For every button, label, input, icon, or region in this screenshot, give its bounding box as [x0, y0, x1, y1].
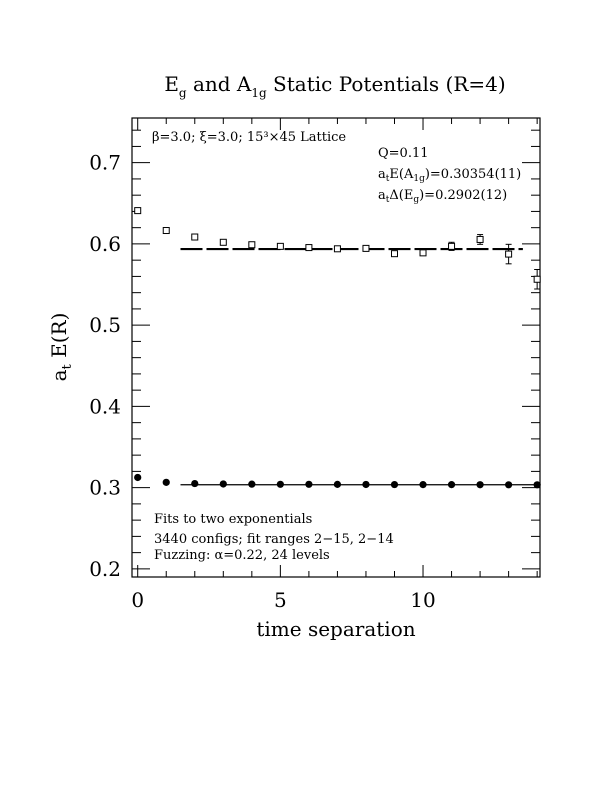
eg-point [505, 250, 513, 258]
x-tick-label: 10 [410, 588, 435, 612]
eg-point [248, 241, 256, 249]
data-points [134, 207, 541, 489]
eg-point [134, 207, 142, 215]
y-tick-label: 0.2 [89, 557, 121, 581]
lattice-annotation: β=3.0; ξ=3.0; 15³×45 Lattice [152, 130, 346, 145]
a1g-point [533, 481, 541, 489]
eg-point [162, 227, 170, 235]
eg-point [276, 242, 284, 250]
eg-point [419, 249, 427, 257]
a1g-energy-annotation: atE(A1g)=0.30354(11) [378, 167, 521, 184]
a1g-point [390, 480, 399, 489]
fits-annotation-line1: Fits to two exponentials [154, 512, 312, 527]
a1g-point [219, 480, 227, 488]
y-tick-label: 0.5 [89, 313, 121, 337]
y-axis-label: at E(R) [47, 313, 75, 382]
y-tick-label: 0.3 [89, 476, 121, 500]
a1g-point [191, 479, 199, 488]
a1g-point [276, 480, 284, 488]
q-annotation: Q=0.11 [378, 146, 429, 161]
a1g-point [134, 473, 142, 482]
eg-point [476, 235, 484, 243]
a1g-point [333, 480, 342, 488]
y-tick-label: 0.4 [89, 394, 121, 418]
a1g-point [362, 480, 370, 489]
axis-tick-labels: 0 5 10 0.2 0.3 0.4 0.5 0.6 0.7 [89, 151, 436, 612]
eg-point [333, 245, 341, 253]
a1g-point [419, 481, 427, 489]
fits-annotation-line3: Fuzzing: α=0.22, 24 levels [154, 548, 330, 563]
y-tick-label: 0.6 [89, 232, 121, 256]
eg-point [219, 238, 227, 246]
plot-frame [131, 117, 541, 578]
fits-annotation-line2: 3440 configs; fit ranges 2−15, 2−14 [154, 532, 394, 547]
eg-point [191, 233, 199, 241]
a1g-point [447, 481, 456, 489]
x-axis-label: time separation [256, 617, 415, 641]
axis-ticks [132, 118, 540, 577]
a1g-point [476, 481, 484, 489]
eg-point [362, 244, 370, 252]
chart-title: Eg and A1g Static Potentials (R=4) [164, 72, 505, 100]
y-tick-label: 0.7 [89, 151, 121, 175]
eg-point [448, 242, 456, 250]
a1g-point [305, 480, 313, 488]
eg-point [390, 250, 398, 258]
eg-gap-annotation: atΔ(Eg)=0.2902(12) [378, 188, 507, 205]
a1g-point [505, 481, 513, 489]
a1g-point [162, 478, 170, 486]
eg-point [305, 244, 313, 252]
fit-lines [180, 247, 540, 486]
x-tick-label: 5 [274, 588, 287, 612]
x-tick-label: 0 [131, 588, 144, 612]
a1g-point [248, 480, 256, 488]
eg-point [533, 275, 541, 283]
